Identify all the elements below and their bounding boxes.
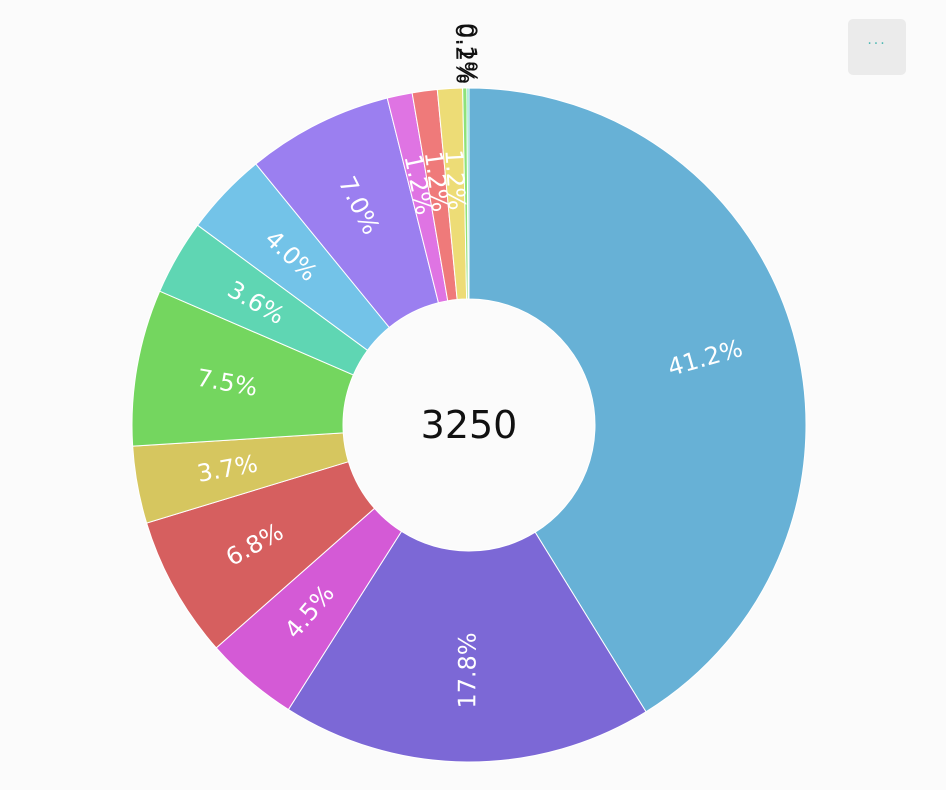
slice-label-1: 17.8% — [453, 632, 481, 708]
slice-label-13: 0.1% — [454, 23, 482, 84]
slice-1[interactable] — [287, 530, 647, 763]
slice-13[interactable] — [466, 87, 470, 300]
center-total-label: 3250 — [421, 403, 518, 447]
more-horizontal-icon: ··· — [867, 36, 887, 52]
slice-0[interactable] — [468, 87, 807, 713]
slice-label-11: 1.2% — [439, 149, 470, 211]
slice-label-12: 0.2% — [450, 23, 479, 84]
menu-button[interactable]: ··· — [848, 19, 906, 75]
slices-group — [131, 87, 807, 763]
